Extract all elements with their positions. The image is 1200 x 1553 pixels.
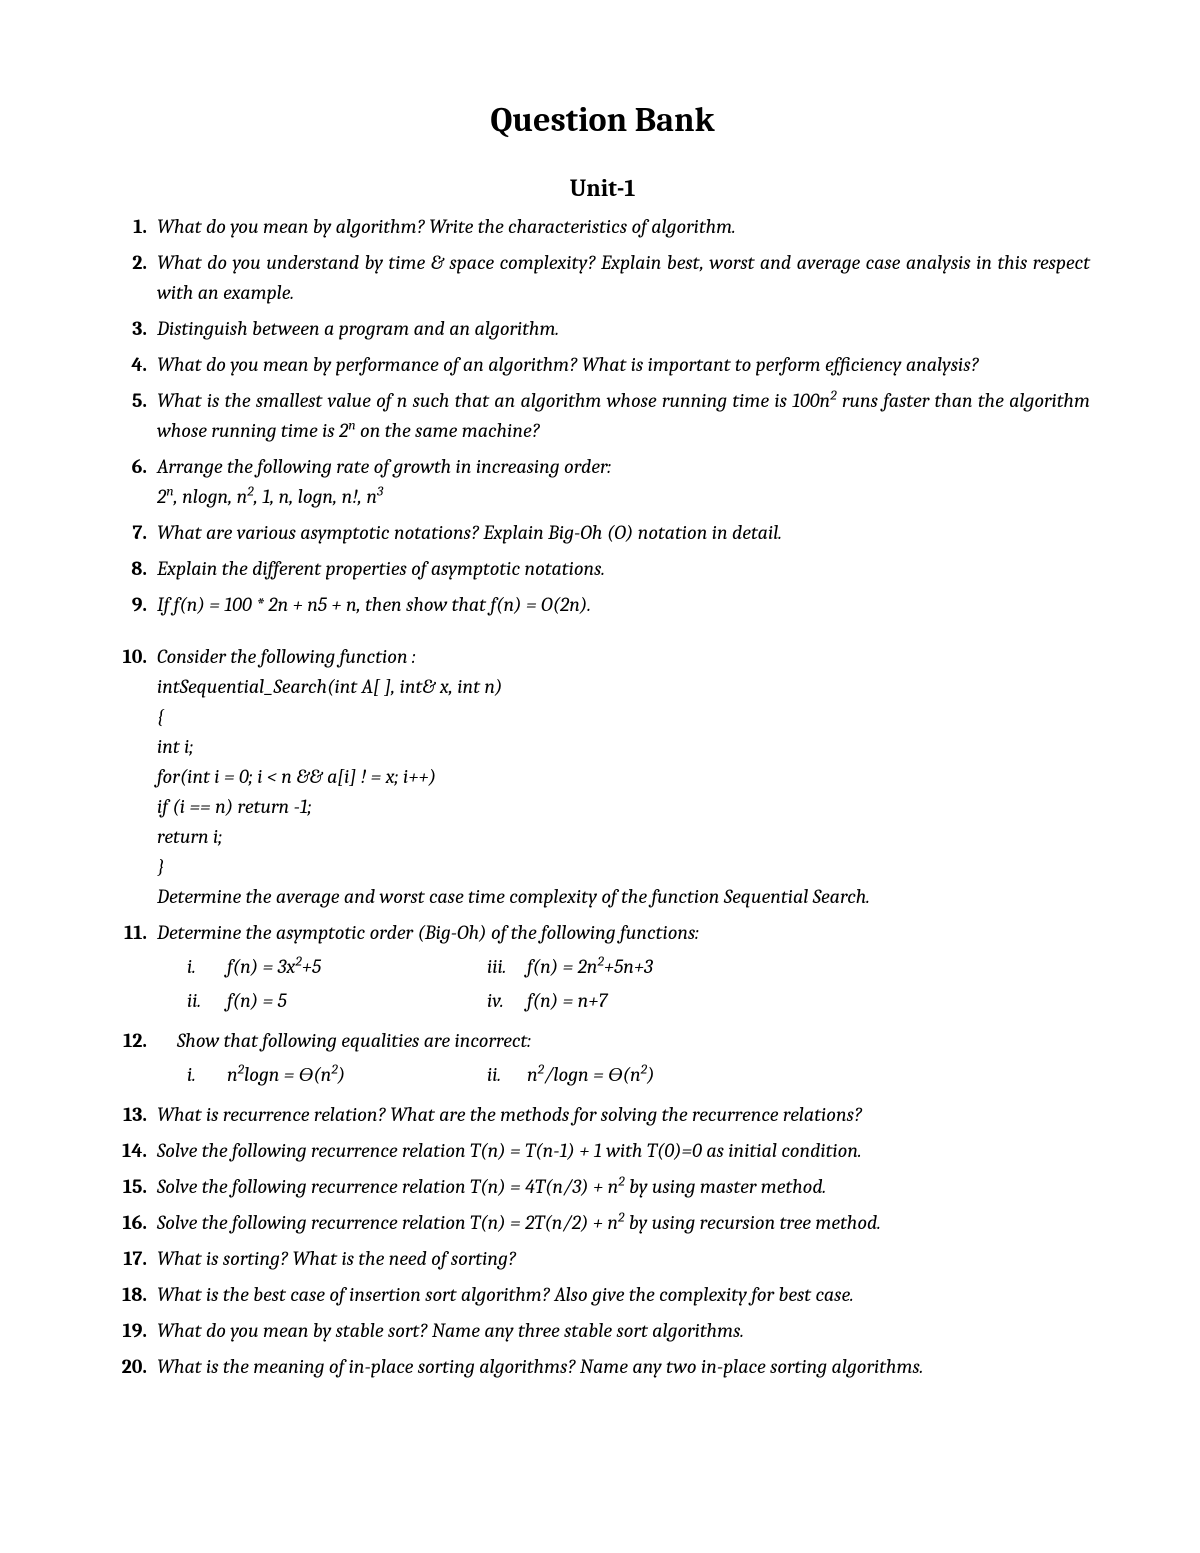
- question-1: 1. What do you mean by algorithm? Write …: [115, 212, 1090, 242]
- question-text: Determine the asymptotic order (Big-Oh) …: [157, 918, 1090, 1020]
- sub-label: i.: [157, 1060, 227, 1090]
- sub-items: i. n2logn = ϴ(n2) ii. n2/logn = ϴ(n2): [157, 1060, 1090, 1090]
- question-19: 19. What do you mean by stable sort? Nam…: [115, 1316, 1090, 1346]
- question-9: 9. If f(n) = 100 * 2n + n5 + n, then sho…: [115, 590, 1090, 620]
- question-text: Solve the following recurrence relation …: [157, 1136, 1090, 1166]
- question-text: Solve the following recurrence relation …: [157, 1172, 1090, 1202]
- question-5: 5. What is the smallest value of n such …: [115, 386, 1090, 446]
- question-number: 8.: [115, 554, 157, 584]
- question-number: 16.: [115, 1208, 157, 1238]
- question-text: What do you mean by stable sort? Name an…: [157, 1316, 1090, 1346]
- question-16: 16. Solve the following recurrence relat…: [115, 1208, 1090, 1238]
- question-text: What do you mean by performance of an al…: [157, 350, 1090, 380]
- sub-label: iii.: [457, 952, 527, 982]
- sub-label: ii.: [157, 986, 227, 1016]
- question-number: 3.: [115, 314, 157, 344]
- question-12: 12. Show that following equalities are i…: [115, 1026, 1090, 1094]
- question-number: 9.: [115, 590, 157, 620]
- question-text: What is recurrence relation? What are th…: [157, 1100, 1090, 1130]
- question-number: 6.: [115, 452, 157, 482]
- sub-items: i. f(n) = 3x2+5 iii. f(n) = 2n2+5n+3 ii.…: [157, 952, 1090, 1016]
- code-block: intSequential_Search(int A[ ], int& x, i…: [157, 672, 1090, 882]
- question-14: 14. Solve the following recurrence relat…: [115, 1136, 1090, 1166]
- question-text: What are various asymptotic notations? E…: [157, 518, 1090, 548]
- question-11: 11. Determine the asymptotic order (Big-…: [115, 918, 1090, 1020]
- sub-label: iv.: [457, 986, 527, 1016]
- sub-content: n2/logn = ϴ(n2): [527, 1060, 757, 1090]
- question-number: 15.: [115, 1172, 157, 1202]
- question-number: 10.: [115, 642, 157, 672]
- question-number: 1.: [115, 212, 157, 242]
- question-20: 20. What is the meaning of in-place sort…: [115, 1352, 1090, 1382]
- question-2: 2. What do you understand by time & spac…: [115, 248, 1090, 308]
- question-number: 2.: [115, 248, 157, 278]
- question-text: What is the best case of insertion sort …: [157, 1280, 1090, 1310]
- question-6: 6. Arrange the following rate of growth …: [115, 452, 1090, 512]
- question-8: 8. Explain the different properties of a…: [115, 554, 1090, 584]
- question-number: 13.: [115, 1100, 157, 1130]
- sub-content: f(n) = n+7: [527, 986, 757, 1016]
- question-4: 4. What do you mean by performance of an…: [115, 350, 1090, 380]
- question-3: 3. Distinguish between a program and an …: [115, 314, 1090, 344]
- sub-content: f(n) = 2n2+5n+3: [527, 952, 757, 982]
- question-17: 17. What is sorting? What is the need of…: [115, 1244, 1090, 1274]
- sub-content: f(n) = 3x2+5: [227, 952, 457, 982]
- question-number: 17.: [115, 1244, 157, 1274]
- question-7: 7. What are various asymptotic notations…: [115, 518, 1090, 548]
- question-number: 11.: [115, 918, 157, 948]
- sub-content: f(n) = 5: [227, 986, 457, 1016]
- question-list: 1. What do you mean by algorithm? Write …: [115, 212, 1090, 1382]
- question-13: 13. What is recurrence relation? What ar…: [115, 1100, 1090, 1130]
- question-number: 18.: [115, 1280, 157, 1310]
- sub-label: i.: [157, 952, 227, 982]
- question-15: 15. Solve the following recurrence relat…: [115, 1172, 1090, 1202]
- question-text: Consider the following function : intSeq…: [157, 642, 1090, 912]
- question-text: Arrange the following rate of growth in …: [157, 452, 1090, 512]
- question-number: 7.: [115, 518, 157, 548]
- question-18: 18. What is the best case of insertion s…: [115, 1280, 1090, 1310]
- question-number: 5.: [115, 386, 157, 416]
- question-text: Solve the following recurrence relation …: [157, 1208, 1090, 1238]
- question-number: 12.: [115, 1026, 157, 1056]
- question-text: What is the meaning of in-place sorting …: [157, 1352, 1090, 1382]
- question-10: 10. Consider the following function : in…: [115, 642, 1090, 912]
- sub-content: n2logn = ϴ(n2): [227, 1060, 457, 1090]
- question-text: Show that following equalities are incor…: [157, 1026, 1090, 1094]
- spacer: [115, 626, 1090, 642]
- question-number: 4.: [115, 350, 157, 380]
- page-title: Question Bank: [115, 95, 1090, 146]
- question-text: Distinguish between a program and an alg…: [157, 314, 1090, 344]
- unit-subtitle: Unit-1: [115, 170, 1090, 206]
- question-text: Explain the different properties of asym…: [157, 554, 1090, 584]
- question-number: 14.: [115, 1136, 157, 1166]
- question-text: What is sorting? What is the need of sor…: [157, 1244, 1090, 1274]
- question-text: What do you understand by time & space c…: [157, 248, 1090, 308]
- sub-label: ii.: [457, 1060, 527, 1090]
- question-text: What do you mean by algorithm? Write the…: [157, 212, 1090, 242]
- question-number: 19.: [115, 1316, 157, 1346]
- question-text: What is the smallest value of n such tha…: [157, 386, 1090, 446]
- question-text: If f(n) = 100 * 2n + n5 + n, then show t…: [157, 590, 1090, 620]
- question-number: 20.: [115, 1352, 157, 1382]
